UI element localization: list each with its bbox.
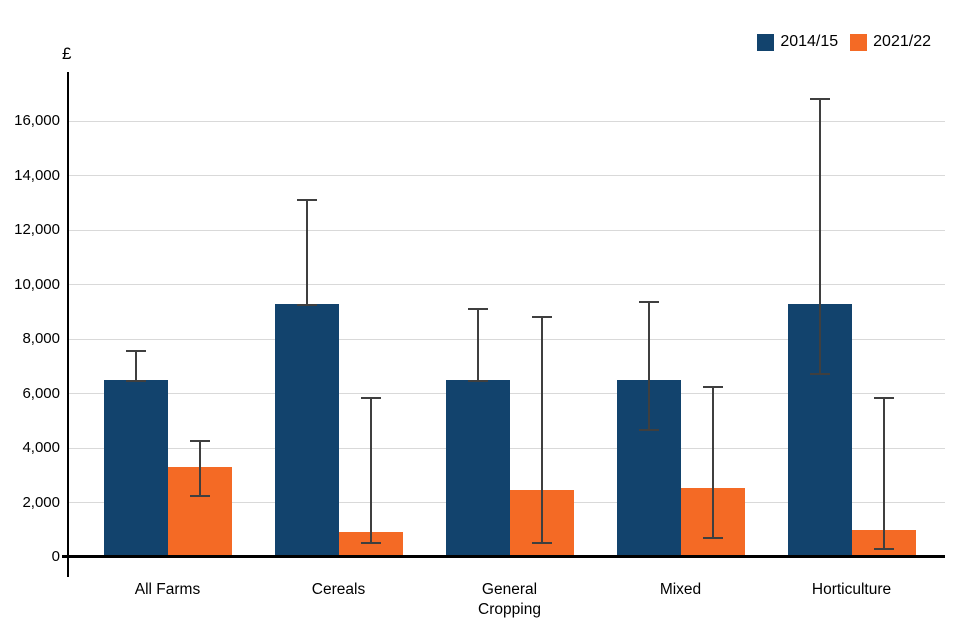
error-bar-2014-15-all-farms-line (134, 351, 137, 382)
y-tick-label-8000: 8,000 (22, 330, 60, 347)
error-bar-2014-15-all-farms-cap-bottom (125, 380, 146, 383)
error-bar-2014-15-general-cropping-cap-bottom (467, 380, 488, 383)
error-bar-2014-15-all-farms-cap-top (125, 350, 146, 353)
y-axis-line (67, 72, 69, 577)
y-tick-label-10000: 10,000 (14, 275, 60, 293)
legend-swatch-2014-15 (757, 33, 775, 51)
x-category-label-general-cropping: General Cropping (478, 581, 541, 618)
gridline-12000 (68, 229, 945, 231)
gridline-14000 (68, 175, 945, 176)
error-bar-2021-22-cereals-cap-top (360, 396, 381, 399)
gridline-10000 (68, 284, 945, 285)
legend-label-2021-22: 2021/22 (873, 33, 931, 50)
x-category-label-cereals: Cereals (311, 581, 366, 598)
error-bar-2021-22-horticulture-cap-top (873, 396, 894, 399)
error-bar-2014-15-mixed-line (647, 302, 650, 431)
bar-2014-15-cereals (274, 303, 339, 557)
x-category-label-horticulture: Horticulture (811, 581, 892, 598)
legend-item-2014-15: 2014/15 (757, 33, 838, 51)
y-tick-label-14000: 14,000 (14, 166, 60, 184)
gridline-8000 (68, 338, 945, 340)
error-bar-2014-15-cereals-cap-bottom (296, 303, 317, 306)
error-bar-2021-22-mixed-cap-top (702, 385, 723, 388)
error-bar-2014-15-general-cropping-line (476, 309, 479, 382)
x-category-label-mixed: Mixed (659, 581, 702, 598)
error-bar-2021-22-general-cropping-line (540, 317, 543, 544)
y-tick-label-16000: 16,000 (14, 112, 60, 129)
error-bar-2021-22-mixed-cap-bottom (702, 536, 723, 539)
error-bar-2021-22-mixed-line (711, 386, 714, 538)
gridline-16000 (68, 120, 945, 122)
error-bar-2021-22-all-farms-cap-top (189, 440, 210, 443)
y-axis-title: £ (62, 44, 72, 63)
y-tick-label-0: 0 (51, 548, 60, 565)
legend: 2014/15 2021/22 (757, 33, 931, 51)
error-bar-2014-15-mixed-cap-top (638, 301, 659, 304)
error-bar-2021-22-cereals-line (369, 397, 372, 544)
x-category-label-all-farms: All Farms (134, 581, 201, 598)
error-bar-2021-22-cereals-cap-bottom (360, 542, 381, 545)
legend-item-2021-22: 2021/22 (850, 33, 931, 51)
error-bar-2014-15-cereals-cap-top (296, 199, 317, 202)
error-bar-2021-22-all-farms-cap-bottom (189, 494, 210, 497)
error-bar-2014-15-horticulture-cap-bottom (809, 373, 830, 376)
error-bar-2021-22-all-farms-line (198, 441, 201, 496)
bar-2014-15-general-cropping (445, 379, 510, 557)
bar-2014-15-all-farms (103, 379, 168, 557)
x-axis-line (62, 555, 945, 558)
error-bar-2021-22-general-cropping-cap-top (531, 316, 552, 319)
error-bar-2021-22-general-cropping-cap-bottom (531, 542, 552, 545)
error-bar-2014-15-mixed-cap-bottom (638, 429, 659, 432)
error-bar-2021-22-horticulture-line (882, 397, 885, 549)
error-bar-2014-15-general-cropping-cap-top (467, 308, 488, 311)
legend-swatch-2021-22 (850, 33, 868, 51)
y-tick-label-12000: 12,000 (14, 221, 60, 238)
error-bar-2014-15-horticulture-cap-top (809, 98, 830, 101)
y-tick-label-6000: 6,000 (22, 384, 60, 402)
error-bar-2021-22-horticulture-cap-bottom (873, 547, 894, 550)
y-tick-label-4000: 4,000 (22, 439, 60, 456)
error-bar-2014-15-cereals-line (305, 200, 308, 305)
legend-label-2014-15: 2014/15 (780, 33, 839, 50)
error-bar-2014-15-horticulture-line (818, 99, 821, 375)
y-tick-label-2000: 2,000 (22, 493, 60, 511)
